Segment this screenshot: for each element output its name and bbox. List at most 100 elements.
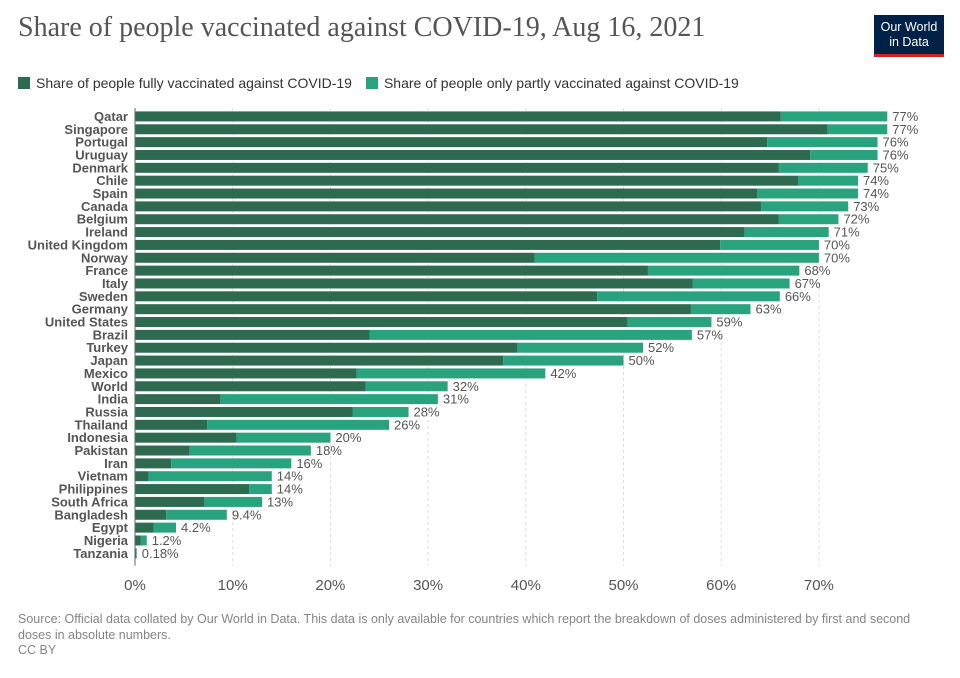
bar-fully [135,406,353,417]
bar-partly [798,175,858,186]
category-label: Sweden [79,289,128,304]
bar-partly [534,252,819,263]
bar-fully [135,419,208,430]
bar-partly [171,458,292,469]
category-label: World [91,379,128,394]
value-label: 0.18% [142,546,179,561]
value-label: 71% [834,225,860,240]
value-label: 77% [892,109,918,124]
category-label: Italy [102,276,129,291]
license-note: CC BY [18,643,57,657]
bar-fully [135,445,190,456]
value-label: 76% [883,135,909,150]
bar-partly [249,484,272,495]
category-label: Canada [81,199,129,214]
x-tick-label: 10% [218,577,248,594]
category-label: India [98,392,129,407]
bar-partly [720,239,819,250]
bar-partly [778,162,868,173]
value-label: 50% [629,353,655,368]
bar-partly [780,111,888,122]
bar-fully [135,317,628,328]
value-label: 76% [883,147,909,162]
x-tick-label: 70% [804,577,834,594]
category-label: Russia [85,404,128,419]
value-label: 74% [863,173,889,188]
logo-line-2: in Data [889,35,929,49]
bar-partly [166,509,227,520]
source-note: Source: Official data collated by Our Wo… [18,612,911,642]
bar-fully [135,535,141,546]
value-label: 14% [277,482,303,497]
bar-partly [778,214,839,225]
bar-partly [369,329,692,340]
legend-item-partly[interactable]: Share of people only partly vaccinated a… [365,75,739,91]
category-label: Belgium [77,212,128,227]
category-label: Philippines [59,482,128,497]
bar-partly [761,201,849,212]
bar-partly [207,419,390,430]
category-label: Iran [104,456,128,471]
category-label: France [85,263,128,278]
category-label: Uruguay [75,147,129,162]
bar-partly [148,471,272,482]
bar-fully [135,355,504,366]
bar-fully [135,278,693,289]
value-label: 14% [277,469,303,484]
logo-line-1: Our World [880,20,938,34]
owid-logo[interactable]: Our World in Data [874,15,944,57]
category-label: Ireland [85,225,128,240]
bar-fully [135,291,598,302]
bar-fully [135,432,237,443]
category-label: Nigeria [84,533,129,548]
bar-fully [135,239,721,250]
value-label: 26% [394,417,420,432]
category-label: Spain [93,186,128,201]
value-label: 63% [756,302,782,317]
bar-fully [135,496,205,507]
category-label: United States [45,315,128,330]
bar-partly [236,432,331,443]
value-label: 1.2% [152,533,182,548]
bar-fully [135,458,172,469]
x-tick-label: 0% [124,577,146,594]
bar-partly [692,278,790,289]
bar-fully [135,162,779,173]
bar-partly [204,496,263,507]
bar-partly [744,227,829,238]
value-label: 18% [316,443,342,458]
legend-item-fully[interactable]: Share of people fully vaccinated against… [18,75,352,91]
value-label: 74% [863,186,889,201]
bar-partly [153,522,177,533]
bar-fully [135,368,357,379]
bar-partly [690,304,751,315]
value-label: 68% [804,263,830,278]
value-label: 32% [453,379,479,394]
bar-partly [356,368,546,379]
bar-fully [135,214,779,225]
category-label: Egypt [92,520,129,535]
bar-partly [627,317,712,328]
bar-partly [352,406,409,417]
bar-partly [517,342,644,353]
category-label: Brazil [93,327,128,342]
bar-partly [647,265,800,276]
bar-partly [189,445,311,456]
category-label: Qatar [94,109,128,124]
bar-fully [135,227,745,238]
bar-fully [135,484,250,495]
category-label: Bangladesh [54,507,128,522]
bar-fully [135,252,535,263]
legend-label-fully: Share of people fully vaccinated against… [36,75,352,91]
value-label: 9.4% [232,507,262,522]
category-label: Pakistan [75,443,129,458]
value-label: 72% [843,212,869,227]
category-label: South Africa [51,494,129,509]
category-label: Chile [96,173,128,188]
value-label: 52% [648,340,674,355]
value-label: 70% [824,237,850,252]
category-label: Singapore [64,122,128,137]
x-tick-label: 20% [315,577,345,594]
value-label: 77% [892,122,918,137]
bar-fully [135,111,781,122]
